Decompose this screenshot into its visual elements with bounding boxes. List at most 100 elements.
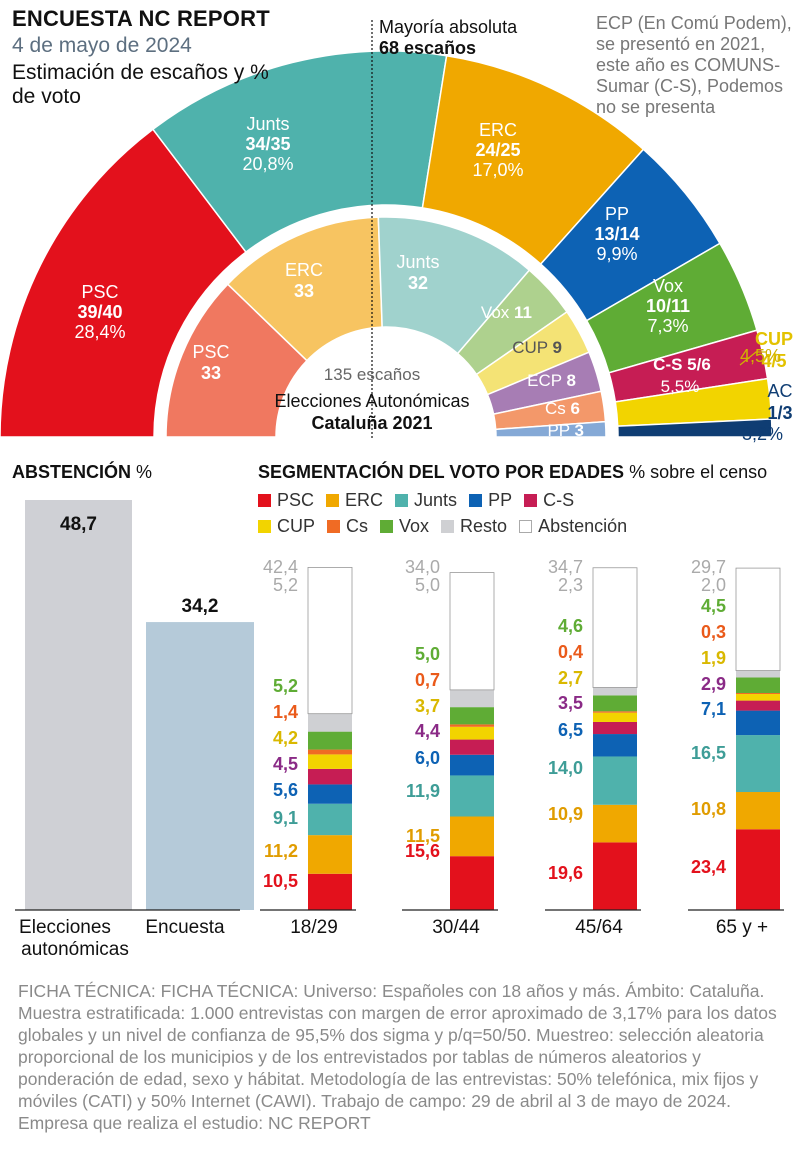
party-label-psc: PSC <box>81 282 118 302</box>
legend-row-2: CUP Cs Vox Resto Abstención <box>258 516 639 537</box>
age-value-abstenci-n-3: 29,7 <box>691 557 726 577</box>
abstention-value-elecciones-auton-micas: 48,7 <box>60 514 97 535</box>
legend-swatch-resto <box>441 520 455 533</box>
age-bar-c-s-2 <box>593 721 637 735</box>
age-bar-junts-2 <box>593 756 637 805</box>
seat-arc-ac <box>616 418 773 438</box>
age-bar-psc-2 <box>593 842 637 910</box>
technical-sheet: FICHA TÉCNICA: FICHA TÉCNICA: Universo: … <box>18 981 777 1133</box>
age-value-psc-0: 10,5 <box>263 871 298 891</box>
seat-label-junts: 34/35 <box>245 134 290 154</box>
age-value-psc-2: 19,6 <box>548 863 583 883</box>
legend-label-psc: PSC <box>277 490 315 510</box>
segmentation-title: SEGMENTACIÓN DEL VOTO POR EDADES % sobre… <box>258 462 767 483</box>
age-value-c-s-1: 4,4 <box>415 721 440 741</box>
seat-label-erc: 24/25 <box>475 140 520 160</box>
party-label-pp: PP <box>605 204 629 224</box>
age-value-cup-1: 3,7 <box>415 696 440 716</box>
age-value-resto-2: 2,3 <box>558 575 583 595</box>
vote-label-ac: 3,2% <box>742 424 783 444</box>
age-bar-junts-1 <box>450 775 494 817</box>
age-value-c-s-0: 4,5 <box>273 754 298 774</box>
age-value-erc-3: 10,8 <box>691 799 726 819</box>
age-bar-abstenci-n-0 <box>307 567 353 715</box>
party-label-2021-ecp: ECP 8 <box>527 371 576 390</box>
age-bar-resto-1 <box>450 689 494 708</box>
legend-label-cs: Cs <box>346 516 369 536</box>
party-label-2021-erc: ERC <box>285 260 323 280</box>
legend-swatch-psc <box>258 494 271 507</box>
abstention-xlabel-0: Elecciones <box>19 917 111 938</box>
legend-item-abstenci-n: Abstención <box>519 516 627 537</box>
vote-label-junts: 20,8% <box>242 154 293 174</box>
vote-label-c-s: 5,5% <box>661 377 700 396</box>
age-bar-c-s-1 <box>450 739 494 755</box>
party-label-2021-pp: PP 3 <box>547 421 584 440</box>
age-value-vox-2: 4,6 <box>558 616 583 636</box>
seat-label-psc: 39/40 <box>77 302 122 322</box>
age-bar-cs-0 <box>308 749 352 755</box>
age-value-erc-1: 11,5 <box>406 826 440 846</box>
party-label-vox: Vox <box>653 276 683 296</box>
age-value-vox-1: 5,0 <box>415 644 440 664</box>
seat-label-2021-erc: 33 <box>294 281 314 301</box>
age-bar-resto-3 <box>736 670 780 678</box>
party-label-erc: ERC <box>479 120 517 140</box>
age-bar-vox-1 <box>450 707 494 725</box>
legend-swatch-cup <box>258 520 271 533</box>
age-value-cs-2: 0,4 <box>558 642 583 662</box>
seat-label-cup: 4/5 <box>761 351 786 371</box>
age-bar-erc-3 <box>736 792 780 830</box>
age-value-cup-0: 4,2 <box>273 728 298 748</box>
seat-label-pp: 13/14 <box>594 224 639 244</box>
age-value-erc-0: 11,2 <box>264 841 298 861</box>
age-value-junts-3: 16,5 <box>691 743 726 763</box>
legend-row-1: PSC ERC Junts PP C-S <box>258 490 586 511</box>
seat-label-ac: 1/3 <box>767 403 792 423</box>
abstention-title: ABSTENCIÓN % <box>12 462 152 483</box>
age-value-c-s-3: 2,9 <box>701 674 726 694</box>
seat-label-c-s: C-S 5/6 <box>653 355 711 374</box>
majority-text: Mayoría absoluta <box>379 17 518 37</box>
age-value-cs-1: 0,7 <box>415 670 440 690</box>
legend-item-resto: Resto <box>441 516 507 537</box>
age-bar-junts-3 <box>736 735 780 793</box>
age-value-cup-2: 2,7 <box>558 668 583 688</box>
party-label-2021-vox: Vox 11 <box>481 303 532 322</box>
age-bar-resto-2 <box>593 687 637 696</box>
legend-item-junts: Junts <box>395 490 457 511</box>
age-value-cs-3: 0,3 <box>701 622 726 642</box>
age-xlabel-1: 30/44 <box>432 917 480 938</box>
age-bar-cup-0 <box>308 754 352 769</box>
age-bar-cs-1 <box>450 724 494 727</box>
segmentation-title-text: SEGMENTACIÓN DEL VOTO POR EDADES <box>258 462 625 482</box>
cup-leader-line <box>739 351 766 366</box>
age-bar-abstenci-n-1 <box>449 572 495 691</box>
vote-label-vox: 7,3% <box>647 316 688 336</box>
party-label-2021-cs: Cs 6 <box>545 399 580 418</box>
legend-label-junts: Junts <box>414 490 458 510</box>
age-value-junts-1: 11,9 <box>406 781 440 801</box>
charts-canvas: PSC39/4028,4%Junts34/3520,8%ERC24/2517,0… <box>0 20 793 960</box>
legend-item-c-s: C-S <box>524 490 574 511</box>
age-value-abstenci-n-2: 34,7 <box>548 557 583 577</box>
legend-label-vox: Vox <box>399 516 430 536</box>
age-bar-junts-0 <box>308 803 352 836</box>
age-bar-abstenci-n-2 <box>592 567 638 688</box>
age-value-pp-3: 7,1 <box>701 699 726 719</box>
age-value-psc-3: 23,4 <box>691 857 726 877</box>
age-bar-pp-3 <box>736 710 780 736</box>
legend-item-pp: PP <box>469 490 512 511</box>
segmentation-title-suffix: % sobre el censo <box>629 462 768 482</box>
party-label-2021-cup: CUP 9 <box>512 338 562 357</box>
legend-label-resto: Resto <box>460 516 508 536</box>
age-bar-psc-0 <box>308 873 352 910</box>
legend-label-cup: CUP <box>277 516 316 536</box>
age-value-c-s-2: 3,5 <box>558 693 583 713</box>
seat-arc-2021-pp <box>494 420 607 438</box>
party-label-cup: CUP <box>755 329 793 349</box>
chart-subtitle: Estimación de escaños y % de voto <box>12 61 269 108</box>
majority-label: Mayoría absoluta 68 escaños <box>379 17 517 59</box>
age-xlabel-2: 45/64 <box>575 917 623 938</box>
seat-label-2021-psc: 33 <box>201 363 221 383</box>
